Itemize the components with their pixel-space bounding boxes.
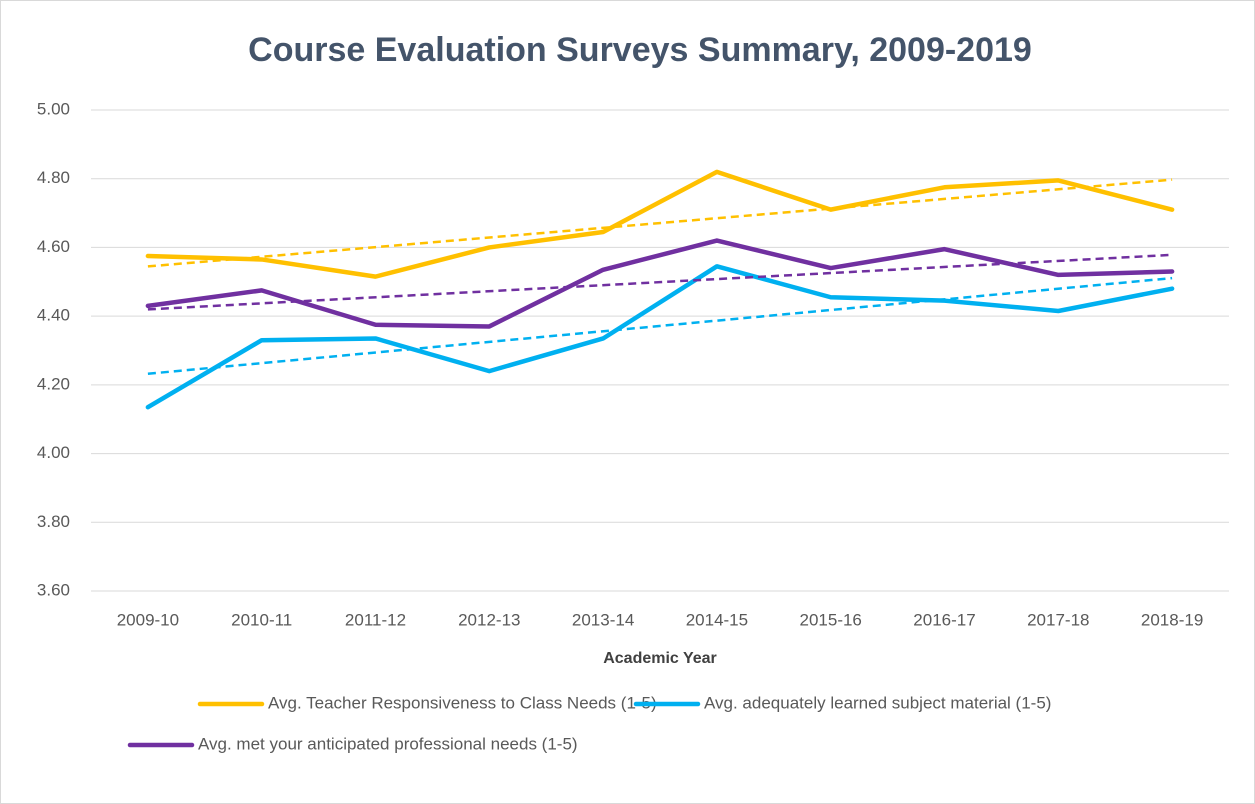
y-tick-label: 3.60 xyxy=(37,580,70,599)
trendline xyxy=(147,178,1173,268)
legend-label: Avg. Teacher Responsiveness to Class Nee… xyxy=(268,693,657,712)
legend-label: Avg. met your anticipated professional n… xyxy=(198,734,578,753)
x-tick-label: 2010-11 xyxy=(231,610,292,629)
legend-label: Avg. adequately learned subject material… xyxy=(704,693,1051,712)
series-line xyxy=(145,264,1175,410)
x-axis-title: Academic Year xyxy=(603,650,717,667)
y-tick-label: 4.20 xyxy=(37,374,70,393)
y-tick-label: 4.00 xyxy=(37,443,70,462)
y-tick-label: 4.60 xyxy=(37,237,70,256)
x-tick-label: 2018-19 xyxy=(1141,610,1203,629)
y-tick-label: 4.40 xyxy=(37,306,70,325)
trendline xyxy=(147,276,1173,376)
x-tick-label: 2011-12 xyxy=(345,610,406,629)
x-tick-label: 2009-10 xyxy=(117,610,179,629)
y-tick-label: 3.80 xyxy=(37,512,70,531)
y-tick-label: 4.80 xyxy=(37,168,70,187)
x-tick-label: 2015-16 xyxy=(800,610,862,629)
series-line xyxy=(145,169,1175,279)
x-tick-label: 2014-15 xyxy=(686,610,748,629)
y-tick-label: 5.00 xyxy=(37,99,70,118)
chart-title: Course Evaluation Surveys Summary, 2009-… xyxy=(248,31,1032,69)
x-tick-label: 2017-18 xyxy=(1027,610,1089,629)
x-tick-label: 2016-17 xyxy=(913,610,975,629)
x-tick-label: 2012-13 xyxy=(458,610,520,629)
trendline xyxy=(147,253,1173,311)
series-line xyxy=(145,238,1175,329)
x-tick-label: 2013-14 xyxy=(572,610,634,629)
